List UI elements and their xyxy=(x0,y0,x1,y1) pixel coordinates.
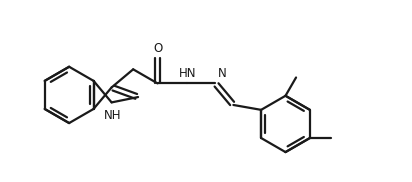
Text: N: N xyxy=(218,67,227,80)
Text: O: O xyxy=(153,42,162,55)
Text: HN: HN xyxy=(178,67,196,80)
Text: NH: NH xyxy=(104,109,121,122)
